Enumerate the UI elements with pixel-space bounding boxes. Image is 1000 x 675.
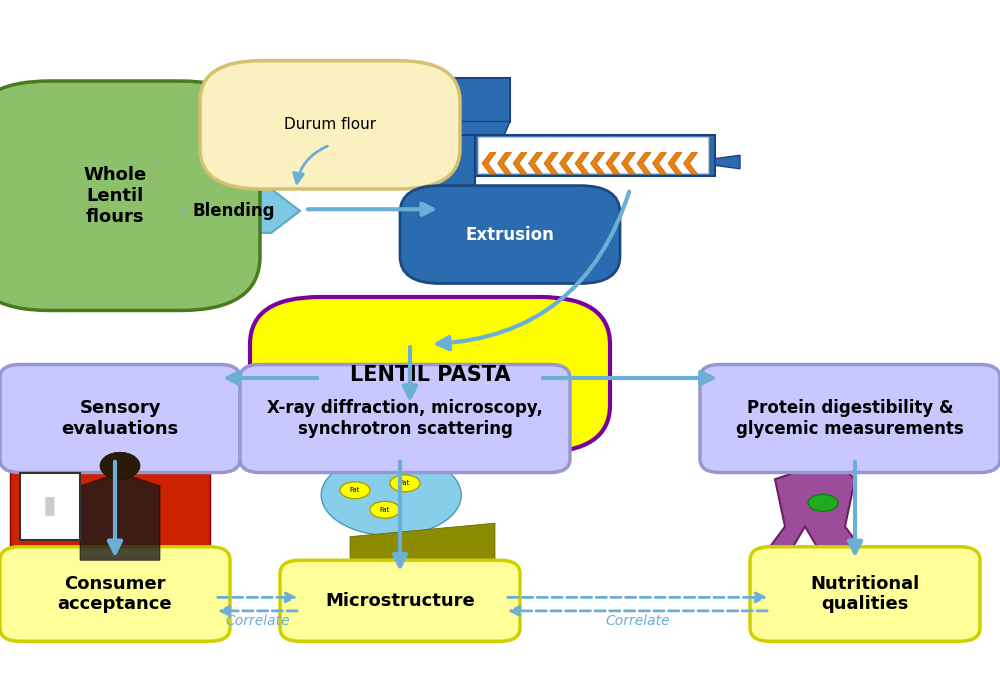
- Polygon shape: [544, 153, 558, 174]
- FancyBboxPatch shape: [435, 135, 475, 216]
- Text: X-ray diffraction, microscopy,
synchrotron scattering: X-ray diffraction, microscopy, synchrotr…: [267, 399, 543, 438]
- Polygon shape: [765, 459, 865, 560]
- FancyBboxPatch shape: [250, 297, 610, 452]
- FancyBboxPatch shape: [400, 186, 620, 284]
- FancyBboxPatch shape: [455, 78, 510, 122]
- Polygon shape: [715, 155, 740, 169]
- Text: Nutritional
qualities: Nutritional qualities: [810, 574, 920, 614]
- Polygon shape: [513, 153, 527, 174]
- Text: ▮: ▮: [43, 494, 57, 518]
- Text: Fat: Fat: [400, 481, 410, 487]
- Polygon shape: [684, 153, 698, 174]
- FancyBboxPatch shape: [0, 81, 260, 310]
- Polygon shape: [621, 153, 636, 174]
- Text: Microstructure: Microstructure: [325, 592, 475, 610]
- Polygon shape: [498, 153, 511, 174]
- Text: Sensory
evaluations: Sensory evaluations: [61, 399, 179, 438]
- FancyBboxPatch shape: [750, 547, 980, 641]
- Text: Fat: Fat: [380, 507, 390, 513]
- Polygon shape: [80, 472, 160, 560]
- Text: Consumer
acceptance: Consumer acceptance: [58, 574, 172, 614]
- Ellipse shape: [321, 455, 461, 536]
- Text: Durum flour: Durum flour: [284, 117, 376, 132]
- Polygon shape: [482, 153, 496, 174]
- Polygon shape: [637, 153, 651, 174]
- FancyBboxPatch shape: [0, 364, 240, 472]
- Ellipse shape: [100, 452, 140, 479]
- FancyBboxPatch shape: [475, 135, 715, 176]
- Polygon shape: [350, 523, 495, 564]
- Polygon shape: [455, 122, 510, 145]
- Text: Extrusion: Extrusion: [466, 225, 554, 244]
- Polygon shape: [606, 153, 620, 174]
- FancyBboxPatch shape: [430, 227, 550, 240]
- Polygon shape: [575, 153, 589, 174]
- Polygon shape: [185, 189, 300, 233]
- Text: Protein digestibility &
glycemic measurements: Protein digestibility & glycemic measure…: [736, 399, 964, 438]
- FancyBboxPatch shape: [0, 547, 230, 641]
- Polygon shape: [590, 153, 604, 174]
- FancyBboxPatch shape: [240, 364, 570, 472]
- FancyBboxPatch shape: [10, 456, 210, 560]
- Polygon shape: [528, 153, 542, 174]
- Text: Correlate: Correlate: [606, 614, 670, 628]
- Ellipse shape: [370, 502, 400, 518]
- FancyBboxPatch shape: [478, 137, 708, 173]
- Text: Correlate: Correlate: [226, 614, 290, 628]
- Text: Blending: Blending: [192, 202, 275, 220]
- Text: Fat: Fat: [350, 487, 360, 493]
- Text: LENTIL PASTA: LENTIL PASTA: [350, 364, 510, 385]
- FancyBboxPatch shape: [280, 560, 520, 641]
- Polygon shape: [652, 153, 666, 174]
- Polygon shape: [668, 153, 682, 174]
- Text: Whole
Lentil
flours: Whole Lentil flours: [83, 166, 147, 225]
- FancyBboxPatch shape: [200, 61, 460, 189]
- FancyBboxPatch shape: [700, 364, 1000, 472]
- Ellipse shape: [793, 435, 833, 462]
- FancyBboxPatch shape: [20, 472, 80, 540]
- Ellipse shape: [340, 482, 370, 499]
- Ellipse shape: [390, 475, 420, 492]
- FancyBboxPatch shape: [430, 213, 550, 230]
- Polygon shape: [560, 153, 574, 174]
- Ellipse shape: [808, 494, 838, 512]
